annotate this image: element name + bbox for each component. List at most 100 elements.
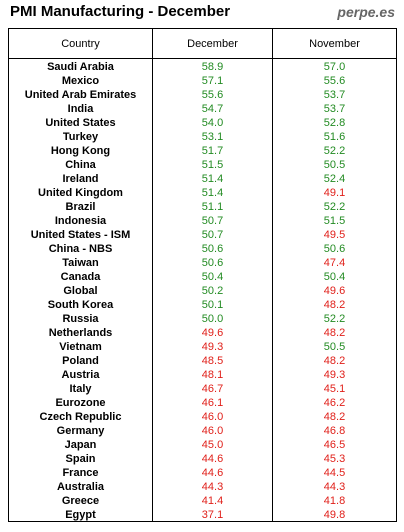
table-row: Germany 46.0 46.8 <box>9 424 396 438</box>
table-row: Russia 50.0 52.2 <box>9 312 396 326</box>
november-value: 53.7 <box>323 89 346 101</box>
december-value: 49.3 <box>201 341 224 353</box>
table-row: United Arab Emirates 55.6 53.7 <box>9 88 396 102</box>
pmi-table: Country December November Saudi Arabia 58… <box>8 28 397 522</box>
december-value: 48.5 <box>201 355 224 367</box>
table-row: China - NBS 50.6 50.6 <box>9 242 396 256</box>
table-row: Poland 48.5 48.2 <box>9 354 396 368</box>
december-value: 50.1 <box>201 299 224 311</box>
country-cell: Russia <box>62 313 99 325</box>
december-value: 53.1 <box>201 131 224 143</box>
table-row: Japan 45.0 46.5 <box>9 438 396 452</box>
page-title: PMI Manufacturing - December <box>10 3 231 20</box>
country-cell: China - NBS <box>48 243 113 255</box>
country-cell: United States - ISM <box>30 229 131 241</box>
december-value: 44.6 <box>201 453 224 465</box>
november-value: 44.3 <box>323 481 346 493</box>
country-cell: Germany <box>56 425 105 437</box>
table-row: Australia 44.3 44.3 <box>9 480 396 494</box>
november-value: 45.1 <box>323 383 346 395</box>
december-value: 50.6 <box>201 257 224 269</box>
december-value: 50.7 <box>201 229 224 241</box>
december-value: 50.7 <box>201 215 224 227</box>
country-cell: Global <box>63 285 98 297</box>
december-value: 41.4 <box>201 495 224 507</box>
table-row: Mexico 57.1 55.6 <box>9 74 396 88</box>
country-cell: Hong Kong <box>50 145 111 157</box>
november-value: 46.8 <box>323 425 346 437</box>
november-value: 46.2 <box>323 397 346 409</box>
november-value: 51.6 <box>323 131 346 143</box>
column-divider <box>152 29 153 521</box>
november-value: 44.5 <box>323 467 346 479</box>
column-header-november: November <box>309 38 360 50</box>
country-cell: United Kingdom <box>38 187 123 199</box>
table-row: Ireland 51.4 52.4 <box>9 172 396 186</box>
december-value: 58.9 <box>201 61 224 73</box>
table-row: United Kingdom 51.4 49.1 <box>9 186 396 200</box>
table-row: Canada 50.4 50.4 <box>9 270 396 284</box>
december-value: 50.2 <box>201 285 224 297</box>
december-value: 50.0 <box>201 313 224 325</box>
december-value: 44.6 <box>201 467 224 479</box>
table-row: Saudi Arabia 58.9 57.0 <box>9 60 396 74</box>
november-value: 50.6 <box>323 243 346 255</box>
table-row: Hong Kong 51.7 52.2 <box>9 144 396 158</box>
country-cell: China <box>65 159 96 171</box>
december-value: 49.6 <box>201 327 224 339</box>
table-row: Greece 41.4 41.8 <box>9 494 396 508</box>
country-cell: Mexico <box>61 75 100 87</box>
november-value: 52.2 <box>323 313 346 325</box>
table-row: Brazil 51.1 52.2 <box>9 200 396 214</box>
december-value: 37.1 <box>201 509 224 521</box>
december-value: 54.0 <box>201 117 224 129</box>
november-value: 48.2 <box>323 355 346 367</box>
november-value: 41.8 <box>323 495 346 507</box>
column-header-country: Country <box>61 38 100 50</box>
country-cell: Egypt <box>65 509 96 521</box>
table-row: France 44.6 44.5 <box>9 466 396 480</box>
country-cell: Saudi Arabia <box>47 61 114 73</box>
december-value: 51.4 <box>201 187 224 199</box>
november-value: 49.1 <box>323 187 346 199</box>
november-value: 50.4 <box>323 271 346 283</box>
november-value: 52.2 <box>323 201 346 213</box>
november-value: 49.3 <box>323 369 346 381</box>
november-value: 45.3 <box>323 453 346 465</box>
country-cell: Eurozone <box>55 397 106 409</box>
column-header-december: December <box>187 38 238 50</box>
december-value: 46.0 <box>201 425 224 437</box>
november-value: 49.8 <box>323 509 346 521</box>
december-value: 51.7 <box>201 145 224 157</box>
november-value: 47.4 <box>323 257 346 269</box>
november-value: 52.4 <box>323 173 346 185</box>
december-value: 51.1 <box>201 201 224 213</box>
november-value: 52.8 <box>323 117 346 129</box>
brand-label: perpe.es <box>337 4 395 20</box>
table-row: Egypt 37.1 49.8 <box>9 508 396 522</box>
table-row: India 54.7 53.7 <box>9 102 396 116</box>
november-value: 49.5 <box>323 229 346 241</box>
table-row: United States 54.0 52.8 <box>9 116 396 130</box>
december-value: 46.0 <box>201 411 224 423</box>
country-cell: Vietnam <box>59 341 102 353</box>
country-cell: Ireland <box>62 173 99 185</box>
december-value: 46.7 <box>201 383 224 395</box>
table-row: Global 50.2 49.6 <box>9 284 396 298</box>
november-value: 49.6 <box>323 285 346 297</box>
november-value: 57.0 <box>323 61 346 73</box>
november-value: 50.5 <box>323 341 346 353</box>
country-cell: Netherlands <box>48 327 113 339</box>
country-cell: Spain <box>65 453 96 465</box>
november-value: 51.5 <box>323 215 346 227</box>
december-value: 54.7 <box>201 103 224 115</box>
table-row: Taiwan 50.6 47.4 <box>9 256 396 270</box>
header-divider <box>9 58 396 59</box>
table-row: China 51.5 50.5 <box>9 158 396 172</box>
country-cell: Turkey <box>62 131 99 143</box>
table-row: Vietnam 49.3 50.5 <box>9 340 396 354</box>
december-value: 55.6 <box>201 89 224 101</box>
country-cell: Austria <box>61 369 100 381</box>
december-value: 50.4 <box>201 271 224 283</box>
table-row: Indonesia 50.7 51.5 <box>9 214 396 228</box>
